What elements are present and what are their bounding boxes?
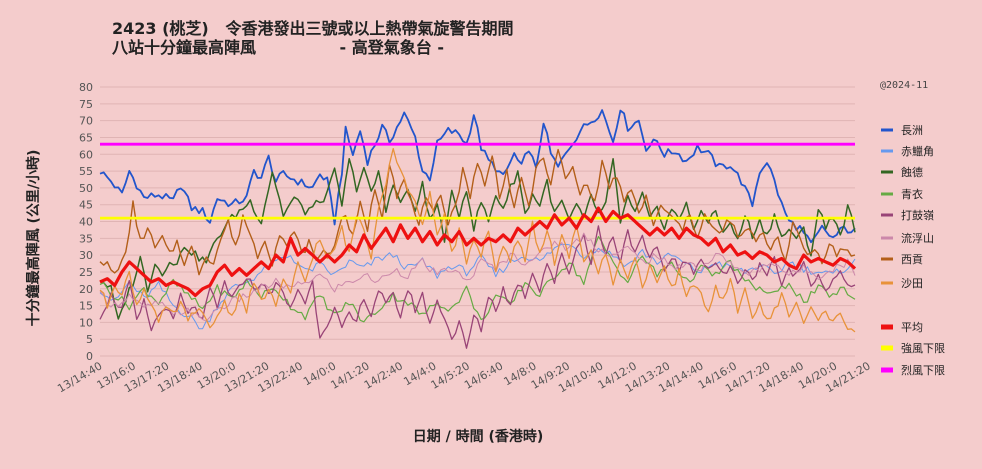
x-tick-label: 13/14:40 — [55, 359, 104, 395]
y-tick-label: 55 — [79, 165, 93, 178]
series-line-5 — [99, 232, 856, 322]
legend-label: 蝕德 — [901, 165, 923, 179]
legend-label: 流浮山 — [901, 231, 934, 245]
legend-swatch — [881, 128, 893, 132]
series-line-1 — [99, 243, 856, 330]
credit-label: @2024-11 — [880, 80, 929, 91]
series-line-0 — [99, 109, 856, 244]
series-line-8 — [99, 206, 857, 298]
y-tick-label: 30 — [79, 249, 93, 262]
x-tick-labels: 13/14:4013/16:013/17:2013/18:4013/20:013… — [55, 359, 872, 395]
legend-label: 強風下限 — [901, 342, 945, 355]
legend-swatch — [881, 213, 893, 217]
y-tick-label: 25 — [79, 266, 93, 279]
legend-swatch — [881, 192, 893, 196]
legend-label: 平均 — [901, 321, 923, 334]
y-tick-label: 10 — [79, 316, 93, 329]
legend-swatch — [881, 281, 893, 285]
legend-swatch — [881, 149, 893, 153]
legend-swatch — [881, 345, 893, 351]
y-tick-label: 80 — [79, 81, 93, 94]
y-tick-label: 65 — [79, 131, 93, 144]
y-tick-label: 20 — [79, 283, 93, 296]
legend-label: 沙田 — [901, 277, 923, 290]
y-tick-label: 75 — [79, 98, 93, 111]
legend-label: 西貢 — [901, 253, 923, 266]
chart-title-line1: 2423 (桃芝) 令香港發出三號或以上熱帶氣旋警告期間 — [112, 19, 514, 38]
legend-label: 青衣 — [901, 187, 923, 201]
y-axis-title: 十分鐘最高陣風 (公里/小時) — [25, 150, 42, 327]
series-line-6 — [99, 148, 856, 276]
y-tick-label: 70 — [79, 115, 93, 128]
legend-swatch — [881, 236, 893, 240]
y-tick-label: 45 — [79, 199, 93, 212]
y-tick-label: 0 — [86, 350, 93, 363]
y-tick-label: 50 — [79, 182, 93, 195]
y-tick-label: 40 — [79, 216, 93, 229]
legend-label: 赤鱲角 — [901, 145, 934, 158]
x-tick-label: 14/2:40 — [362, 359, 405, 391]
series-line-7 — [99, 147, 856, 333]
legend-swatch — [881, 324, 893, 330]
y-tick-label: 35 — [79, 232, 93, 245]
legend-swatch — [881, 170, 893, 174]
y-tick-label: 60 — [79, 148, 93, 161]
series-line-3 — [99, 235, 856, 323]
legend-label: 長洲 — [901, 124, 923, 137]
x-axis-title: 日期 / 時間 (香港時) — [413, 428, 544, 445]
y-tick-label: 15 — [79, 300, 93, 313]
legend-label: 打鼓嶺 — [901, 208, 934, 222]
y-tick-labels: 0 5 10 15 20 25 30 35 40 45 50 55 60 65 70 75 80 — [79, 81, 93, 363]
legend-swatch — [881, 367, 893, 373]
x-tick-label: 14/6:40 — [462, 359, 505, 391]
legend-swatch — [881, 257, 893, 261]
series-line-4 — [99, 225, 856, 349]
legend-label: 烈風下限 — [901, 363, 945, 377]
y-tick-label: 5 — [86, 333, 93, 346]
series-lines — [99, 109, 857, 349]
chart-title-line2: 八站十分鐘最高陣風 - 高登氣象台 - — [112, 38, 444, 57]
